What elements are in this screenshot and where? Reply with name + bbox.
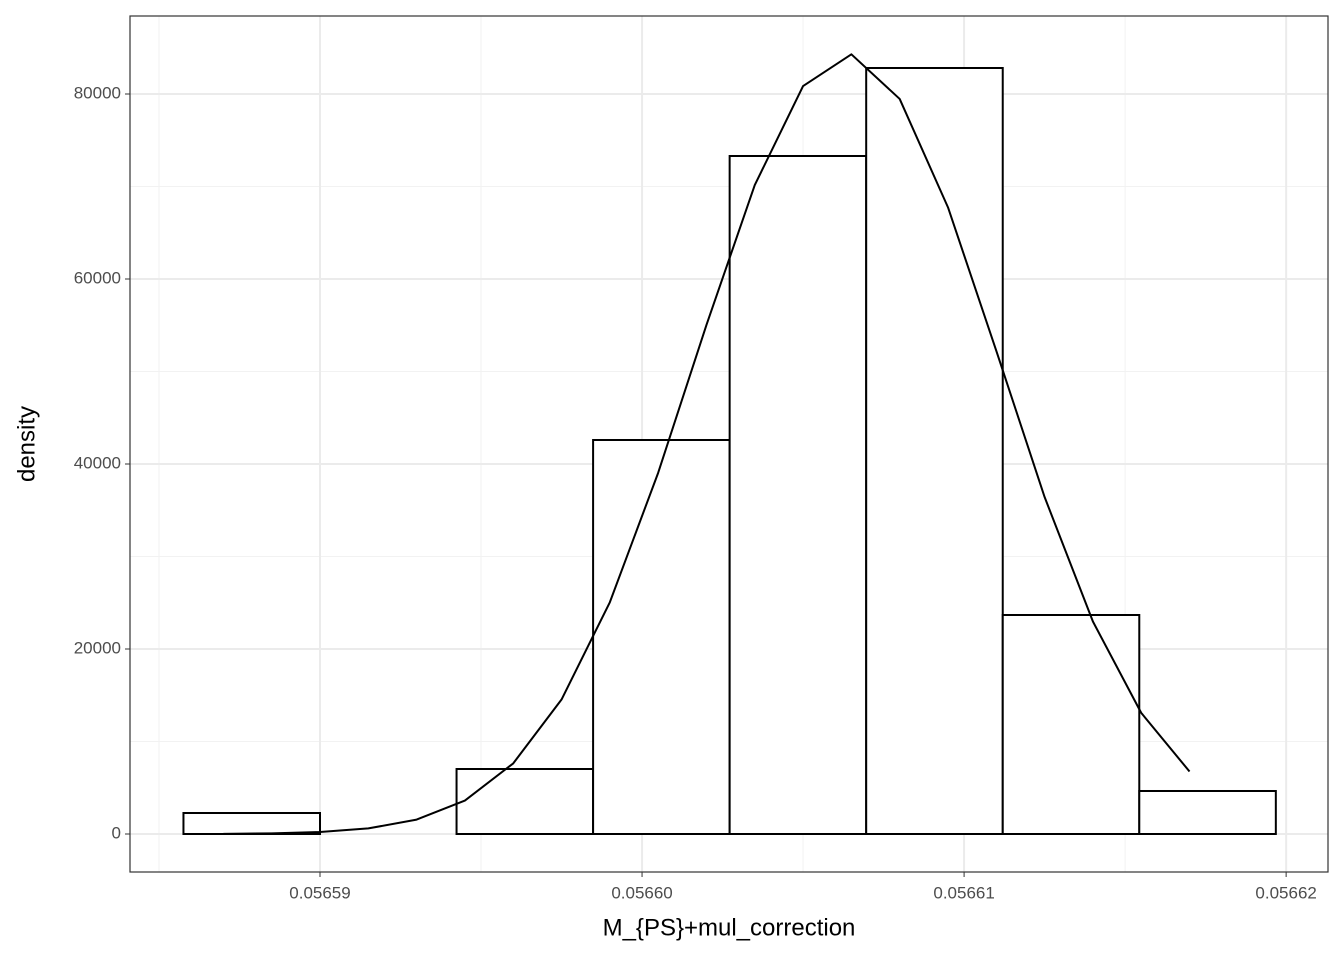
y-tick-label: 60000 (74, 268, 121, 287)
bar (1138, 789, 1277, 836)
x-axis-title: M_{PS}+mul_correction (603, 914, 856, 941)
y-axis-title: density (13, 406, 40, 482)
density-curve (223, 53, 1191, 835)
x-tick-label: 0.05661 (933, 883, 994, 902)
bar (865, 66, 1004, 836)
bar (728, 154, 868, 836)
y-tick-label: 40000 (74, 453, 121, 472)
y-tick-label: 20000 (74, 638, 121, 657)
y-tick-label: 80000 (74, 83, 121, 102)
y-tick-label: 0 (112, 823, 121, 842)
bar (1001, 613, 1141, 836)
bar (592, 438, 731, 836)
bar (182, 812, 322, 836)
x-tick-label: 0.05662 (1255, 883, 1316, 902)
panel-border (129, 15, 1329, 873)
x-tick-label: 0.05659 (289, 883, 350, 902)
x-tick-label: 0.05660 (611, 883, 672, 902)
bar (455, 768, 595, 836)
